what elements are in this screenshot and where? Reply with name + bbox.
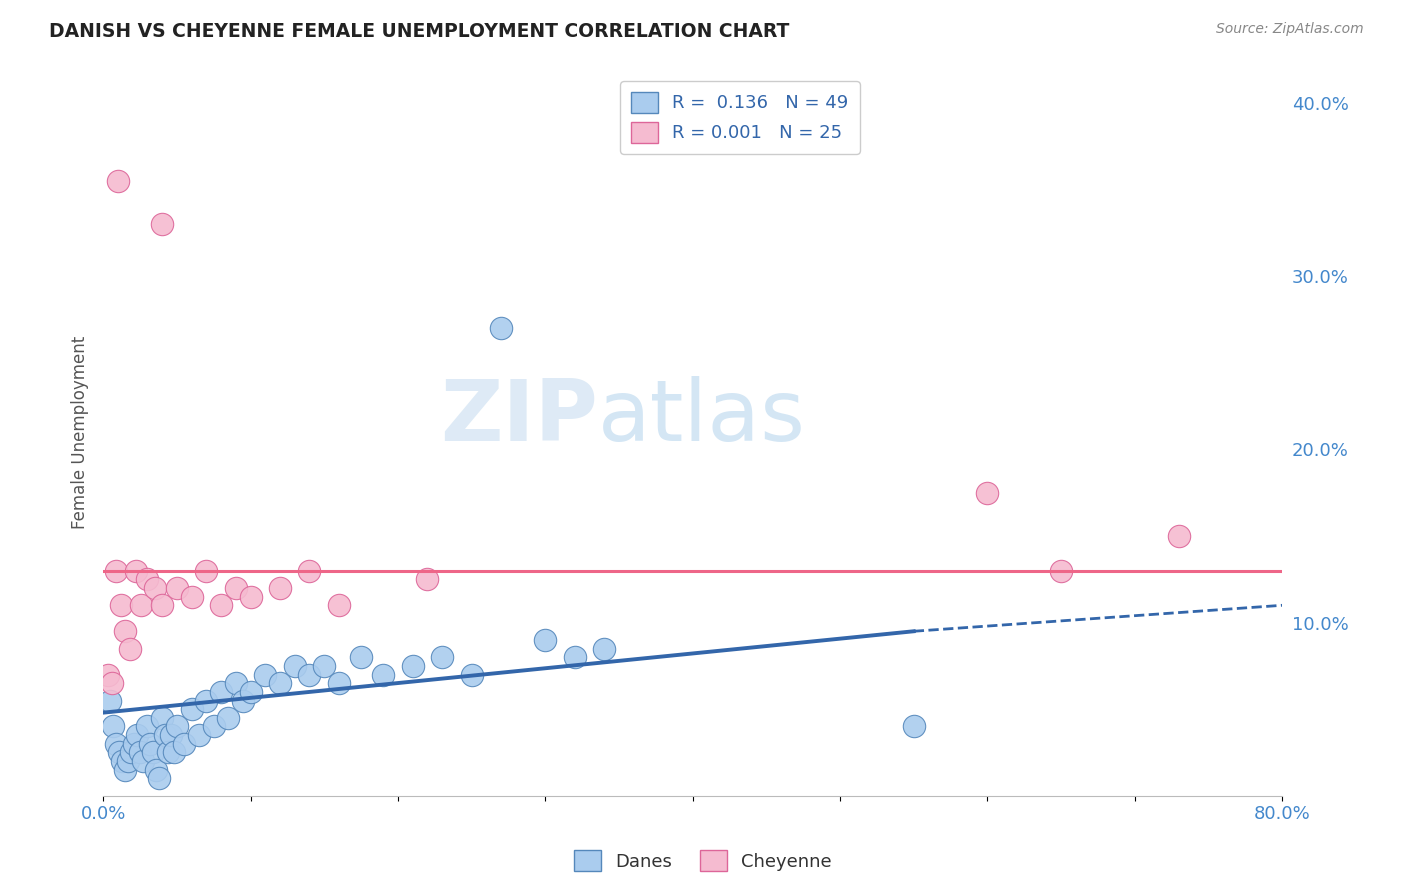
Point [148,772,170,786]
Point [314,659,336,673]
Point [460,667,482,681]
Point [101,676,124,690]
Point [1168,529,1191,543]
Legend: R =  0.136   N = 49, R = 0.001   N = 25: R = 0.136 N = 49, R = 0.001 N = 25 [620,81,859,153]
Point [225,676,247,690]
Point [105,564,128,578]
Y-axis label: Female Unemployment: Female Unemployment [72,335,89,529]
Point [284,659,307,673]
Point [107,174,129,188]
Point [564,650,586,665]
Text: Source: ZipAtlas.com: Source: ZipAtlas.com [1216,22,1364,37]
Point [298,667,321,681]
Point [593,641,616,656]
Point [195,564,218,578]
Point [166,719,188,733]
Point [131,599,153,613]
Point [195,693,218,707]
Legend: Danes, Cheyenne: Danes, Cheyenne [567,843,839,879]
Point [373,667,395,681]
Point [166,581,188,595]
Point [136,719,159,733]
Point [120,746,142,760]
Point [111,754,134,768]
Point [430,650,453,665]
Point [129,746,152,760]
Point [328,676,350,690]
Point [225,581,247,595]
Point [110,599,132,613]
Point [103,719,125,733]
Point [254,667,277,681]
Point [489,321,512,335]
Point [139,737,162,751]
Point [150,711,173,725]
Point [350,650,373,665]
Point [534,632,557,647]
Point [232,693,254,707]
Text: DANISH VS CHEYENNE FEMALE UNEMPLOYMENT CORRELATION CHART: DANISH VS CHEYENNE FEMALE UNEMPLOYMENT C… [49,22,790,41]
Point [401,659,423,673]
Point [1050,564,1073,578]
Point [122,737,145,751]
Point [217,711,239,725]
Point [180,590,202,604]
Point [124,564,146,578]
Point [209,685,232,699]
Point [269,676,291,690]
Point [125,728,148,742]
Point [202,719,225,733]
Point [976,485,998,500]
Text: atlas: atlas [599,376,807,459]
Point [118,641,141,656]
Text: ZIP: ZIP [440,376,599,459]
Point [160,728,183,742]
Point [105,737,128,751]
Point [114,624,136,639]
Point [209,599,232,613]
Point [100,693,122,707]
Point [239,590,262,604]
Point [96,667,118,681]
Point [117,754,139,768]
Point [156,746,179,760]
Point [298,564,321,578]
Point [114,763,136,777]
Point [163,746,186,760]
Point [150,218,173,232]
Point [173,737,195,751]
Point [328,599,350,613]
Point [903,719,925,733]
Point [136,572,159,586]
Point [108,746,131,760]
Point [150,599,173,613]
Point [416,572,439,586]
Point [132,754,155,768]
Point [239,685,262,699]
Point [269,581,291,595]
Point [187,728,209,742]
Point [180,702,202,716]
Point [142,746,165,760]
Point [153,728,176,742]
Point [143,581,166,595]
Point [145,763,167,777]
